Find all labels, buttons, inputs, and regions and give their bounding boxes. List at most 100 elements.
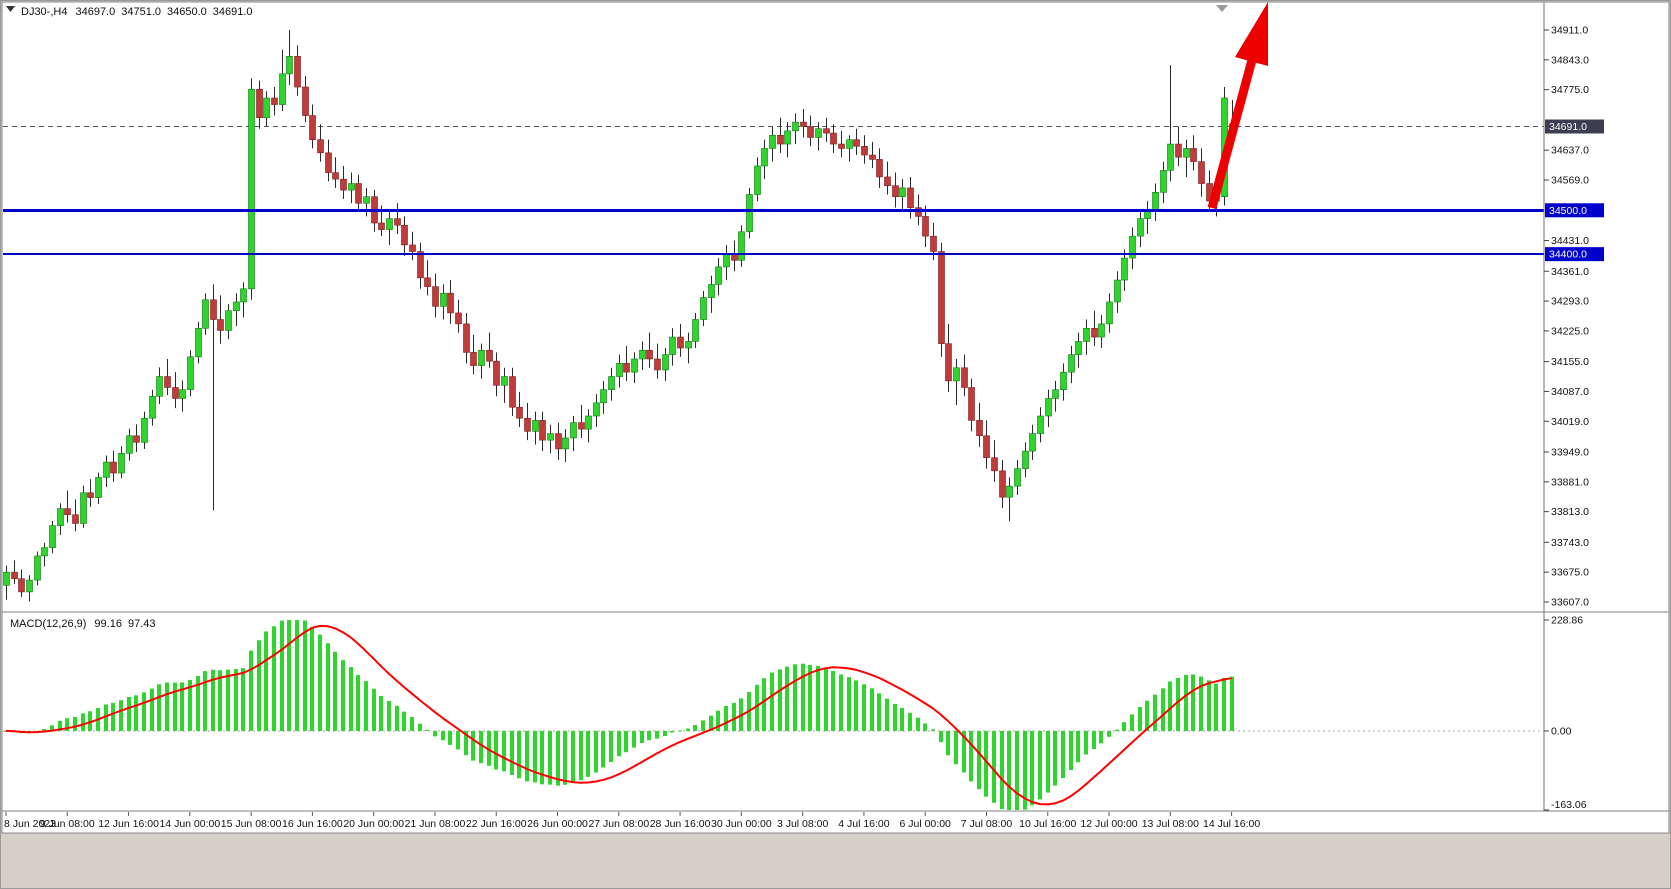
candle-body xyxy=(892,185,899,197)
macd-histogram-bar xyxy=(1168,681,1172,731)
price-box-label: 34691.0 xyxy=(1549,121,1587,133)
candle-body xyxy=(509,376,516,408)
candle-body xyxy=(80,492,87,524)
macd-histogram-bar xyxy=(471,730,475,761)
candle-body xyxy=(210,299,217,320)
candle-body xyxy=(662,354,669,371)
macd-histogram-bar xyxy=(1023,730,1027,810)
macd-histogram-bar xyxy=(1130,714,1134,731)
macd-histogram-bar xyxy=(1145,700,1149,731)
candle-body xyxy=(202,299,209,329)
candle-body xyxy=(623,363,630,373)
candle-body xyxy=(1014,468,1021,487)
macd-histogram-bar xyxy=(410,717,414,731)
chart-context-arrow-icon[interactable] xyxy=(6,6,15,12)
candle-body xyxy=(271,97,278,105)
price-label: 33813.0 xyxy=(1551,506,1589,518)
macd-histogram-bar xyxy=(425,729,429,731)
price-label: 34775.0 xyxy=(1551,84,1589,96)
price-label: 34843.0 xyxy=(1551,54,1589,66)
macd-histogram-bar xyxy=(969,730,973,782)
time-label: 12 Jun 16:00 xyxy=(98,818,159,830)
candle-body xyxy=(1083,327,1090,342)
macd-histogram-bar xyxy=(81,713,85,731)
macd-histogram-bar xyxy=(1122,722,1126,731)
candle-body xyxy=(18,578,25,593)
macd-histogram-bar xyxy=(1161,688,1165,731)
macd-histogram-bar xyxy=(586,730,590,777)
candle-body xyxy=(838,143,845,149)
candle-body xyxy=(777,134,784,145)
candle-body xyxy=(294,56,301,88)
macd-histogram-bar xyxy=(885,698,889,731)
macd-histogram-bar xyxy=(356,674,360,731)
macd-histogram-bar xyxy=(456,730,460,750)
macd-histogram-bar xyxy=(218,670,222,731)
open-value: 34697.0 xyxy=(75,6,115,18)
trend-arrow-head[interactable] xyxy=(1235,2,1268,66)
macd-histogram-bar xyxy=(900,707,904,731)
candle-body xyxy=(677,336,684,349)
candle-body xyxy=(999,470,1006,498)
price-label: 34569.0 xyxy=(1551,175,1589,187)
candle-body xyxy=(547,433,554,441)
macd-axis-label: 228.86 xyxy=(1551,615,1583,627)
macd-histogram-bar xyxy=(272,626,276,731)
candles xyxy=(3,30,1236,602)
macd-histogram-bar xyxy=(854,680,858,731)
macd-signal-value: 97.43 xyxy=(128,618,156,630)
bottom-gray-strip xyxy=(2,834,1669,887)
macd-histogram-bar xyxy=(234,669,238,731)
macd-histogram-bar xyxy=(984,730,988,797)
macd-histogram-bar xyxy=(387,700,391,731)
macd-histogram-bar xyxy=(1038,730,1042,800)
price-label: 34361.0 xyxy=(1551,266,1589,278)
candle-body xyxy=(792,121,799,132)
macd-histogram-bar xyxy=(962,730,966,773)
horizontal-support-resistance-lines[interactable] xyxy=(3,208,1544,256)
candle-body xyxy=(386,218,393,230)
trend-arrow[interactable] xyxy=(1207,2,1268,210)
candle-body xyxy=(815,128,822,138)
candle-body xyxy=(930,235,937,252)
macd-histogram-bar xyxy=(295,620,299,731)
macd-histogram-bar xyxy=(946,730,950,756)
macd-histogram-bar xyxy=(1092,730,1096,750)
macd-main-value: 99.16 xyxy=(94,618,122,630)
macd-histogram-bar xyxy=(1099,730,1103,744)
macd-histogram-bar xyxy=(1207,680,1211,731)
candle-body xyxy=(486,349,493,362)
price-label: 34155.0 xyxy=(1551,356,1589,368)
macd-histogram-bar xyxy=(494,730,498,770)
macd-histogram-bar xyxy=(655,730,659,739)
price-box xyxy=(1545,203,1604,218)
macd-histogram-bar xyxy=(870,688,874,731)
candle-body xyxy=(907,187,914,208)
candle-body xyxy=(463,323,470,353)
macd-histogram-bar xyxy=(824,667,828,731)
price-label: 33881.0 xyxy=(1551,476,1589,488)
candle-body xyxy=(248,88,255,290)
macd-histogram-bar xyxy=(678,730,682,732)
macd-histogram-bar xyxy=(157,684,161,731)
trend-arrow-shaft[interactable] xyxy=(1207,58,1257,210)
time-label: 10 Jul 16:00 xyxy=(1019,818,1076,830)
candle-body xyxy=(555,433,562,450)
macd-histogram-bar xyxy=(264,631,268,731)
macd-histogram-bar xyxy=(402,711,406,731)
macd-histogram-bar xyxy=(127,696,131,731)
macd-histogram-bar xyxy=(73,716,77,731)
candle-body xyxy=(72,514,79,524)
candle-body xyxy=(187,356,194,390)
candle-body xyxy=(470,352,477,366)
candle-body xyxy=(754,165,761,195)
candle-body xyxy=(225,310,232,331)
price-axis[interactable]: 34911.0 34843.0 34775.0 34637.0 34569.0 34431… xyxy=(1544,25,1604,812)
candle-body xyxy=(938,251,945,344)
macd-histogram-bar xyxy=(594,730,598,773)
candle-body xyxy=(57,508,64,526)
macd-histogram-bar xyxy=(379,695,383,731)
macd-histogram-bar xyxy=(1015,730,1019,810)
